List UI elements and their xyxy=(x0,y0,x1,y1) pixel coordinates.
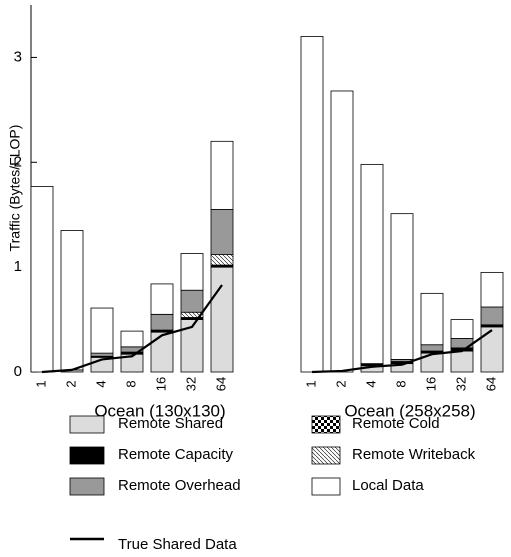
legend-label: Remote Shared xyxy=(118,415,223,432)
bar-segment xyxy=(210,266,234,373)
x-tick-label: 1 xyxy=(33,380,48,387)
legend-swatch xyxy=(311,477,341,496)
bar-segment xyxy=(150,283,174,315)
x-tick-label: 64 xyxy=(213,377,228,391)
bar-segment xyxy=(300,36,324,373)
line xyxy=(41,284,223,374)
bar-segment xyxy=(210,140,234,210)
bar-segment xyxy=(60,230,84,371)
legend-swatch xyxy=(311,446,341,465)
x-tick-label: 8 xyxy=(123,380,138,387)
legend-label: Local Data xyxy=(352,477,424,494)
group-label: Ocean (130x130) xyxy=(94,401,225,420)
x-tick-label: 32 xyxy=(183,377,198,391)
legend-label: Remote Capacity xyxy=(118,446,234,463)
bar-segment xyxy=(390,213,414,360)
x-tick-label: 16 xyxy=(423,377,438,391)
bar-segment xyxy=(150,331,174,373)
bar-segment xyxy=(450,350,474,373)
x-tick-label: 4 xyxy=(363,380,378,387)
bar-segment xyxy=(210,209,234,255)
bar-segment xyxy=(150,313,174,331)
legend-swatch xyxy=(69,415,105,434)
x-tick-label: 32 xyxy=(453,377,468,391)
bar-segment xyxy=(210,254,234,266)
y-tick-label: 1 xyxy=(14,258,22,275)
bar-segment xyxy=(450,319,474,339)
x-tick-label: 2 xyxy=(63,380,78,387)
bar-segment xyxy=(90,352,114,357)
bar-segment xyxy=(180,253,204,291)
legend-label: Remote Overhead xyxy=(118,477,241,494)
y-axis-title: Traffic (Bytes/FLOP) xyxy=(7,125,23,252)
bar-segment xyxy=(120,330,144,348)
bar-segment xyxy=(480,306,504,326)
x-tick-label: 4 xyxy=(93,380,108,387)
legend-label: True Shared Data xyxy=(118,536,237,553)
bar-segment xyxy=(420,344,444,352)
y-tick-label: 2 xyxy=(14,153,22,170)
group-label: Ocean (258x258) xyxy=(344,401,475,420)
bar-segment xyxy=(480,326,504,373)
x-tick-label: 1 xyxy=(303,380,318,387)
x-tick-label: 8 xyxy=(393,380,408,387)
line xyxy=(311,329,493,374)
x-tick-label: 64 xyxy=(483,377,498,391)
bar-segment xyxy=(180,289,204,313)
y-tick-label: 3 xyxy=(14,48,22,65)
bar-segment xyxy=(330,90,354,373)
legend-label: Remote Cold xyxy=(352,415,440,432)
bar-segment xyxy=(420,292,444,346)
x-tick-label: 16 xyxy=(153,377,168,391)
legend-swatch xyxy=(311,415,341,434)
bar-segment xyxy=(90,307,114,354)
legend-label: Remote Writeback xyxy=(352,446,476,463)
x-tick-label: 2 xyxy=(333,380,348,387)
legend-swatch xyxy=(69,446,105,465)
bar-segment xyxy=(360,163,384,365)
bar-segment xyxy=(480,271,504,308)
legend-swatch xyxy=(69,477,105,496)
y-tick-label: 0 xyxy=(14,363,22,380)
bar-segment xyxy=(30,186,54,373)
